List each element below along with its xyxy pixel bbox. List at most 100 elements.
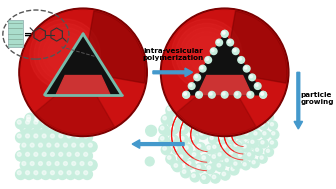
Circle shape [251, 159, 259, 168]
Circle shape [47, 143, 51, 147]
Circle shape [266, 114, 269, 118]
Circle shape [206, 96, 215, 105]
Circle shape [191, 126, 194, 130]
Circle shape [200, 105, 210, 115]
Circle shape [238, 142, 241, 145]
Circle shape [228, 127, 232, 130]
Circle shape [183, 144, 193, 154]
Circle shape [219, 112, 229, 121]
Circle shape [172, 98, 182, 107]
Circle shape [42, 152, 46, 156]
Circle shape [207, 146, 211, 149]
Circle shape [233, 119, 241, 127]
Circle shape [261, 123, 264, 126]
Circle shape [259, 155, 267, 163]
Circle shape [248, 111, 251, 114]
Circle shape [206, 164, 215, 174]
Circle shape [219, 148, 229, 158]
Circle shape [225, 120, 235, 129]
FancyArrow shape [153, 68, 193, 77]
Circle shape [17, 134, 21, 138]
Circle shape [200, 154, 210, 164]
Circle shape [249, 122, 258, 130]
Circle shape [93, 118, 97, 122]
Circle shape [34, 171, 38, 175]
Circle shape [50, 171, 54, 175]
Circle shape [186, 160, 195, 169]
Circle shape [32, 151, 43, 161]
Circle shape [164, 127, 172, 135]
Circle shape [78, 123, 89, 133]
Circle shape [199, 65, 206, 72]
Circle shape [260, 108, 263, 111]
Circle shape [239, 103, 242, 106]
Circle shape [80, 125, 84, 129]
Circle shape [222, 91, 226, 94]
Circle shape [84, 120, 88, 124]
Circle shape [224, 103, 234, 112]
Circle shape [196, 117, 205, 127]
Circle shape [82, 151, 92, 161]
Circle shape [78, 142, 89, 152]
Circle shape [197, 98, 200, 101]
Circle shape [67, 113, 77, 124]
Circle shape [233, 161, 241, 169]
Circle shape [227, 135, 236, 143]
Circle shape [252, 130, 261, 139]
Circle shape [236, 120, 245, 129]
Circle shape [234, 162, 237, 165]
Polygon shape [186, 34, 263, 95]
Circle shape [75, 171, 79, 175]
Circle shape [91, 113, 102, 124]
Circle shape [187, 161, 191, 165]
Circle shape [49, 169, 59, 180]
Circle shape [202, 156, 206, 159]
Circle shape [70, 142, 81, 152]
Circle shape [244, 130, 252, 139]
Text: intra-vesicular
polymerization: intra-vesicular polymerization [142, 48, 203, 61]
Circle shape [195, 96, 205, 106]
Circle shape [212, 108, 216, 112]
Circle shape [25, 116, 35, 126]
Circle shape [182, 93, 186, 97]
Circle shape [209, 131, 213, 135]
Circle shape [30, 162, 34, 166]
Circle shape [22, 143, 26, 147]
Circle shape [29, 142, 39, 152]
Circle shape [50, 152, 54, 156]
Circle shape [32, 169, 43, 180]
Circle shape [228, 136, 232, 139]
Circle shape [190, 87, 200, 97]
Circle shape [221, 30, 228, 37]
Circle shape [55, 162, 59, 166]
Circle shape [211, 174, 220, 183]
Circle shape [260, 156, 263, 159]
Circle shape [217, 40, 219, 43]
Circle shape [216, 162, 225, 171]
Circle shape [227, 39, 234, 46]
Circle shape [212, 155, 216, 158]
Circle shape [88, 125, 92, 129]
Circle shape [216, 141, 219, 144]
Circle shape [244, 66, 247, 69]
Circle shape [84, 134, 88, 138]
Circle shape [192, 153, 196, 156]
Circle shape [74, 132, 84, 143]
Circle shape [261, 92, 263, 95]
Circle shape [223, 119, 226, 122]
Circle shape [173, 146, 177, 150]
Circle shape [32, 132, 43, 143]
Circle shape [237, 101, 246, 111]
Circle shape [234, 101, 237, 105]
Circle shape [82, 132, 92, 143]
Circle shape [67, 116, 77, 126]
Circle shape [91, 116, 102, 126]
Circle shape [254, 114, 263, 122]
Circle shape [259, 139, 268, 148]
Circle shape [186, 100, 195, 109]
Circle shape [200, 66, 203, 69]
Circle shape [237, 147, 247, 157]
Circle shape [218, 111, 221, 114]
Circle shape [218, 135, 226, 143]
Circle shape [232, 149, 241, 159]
